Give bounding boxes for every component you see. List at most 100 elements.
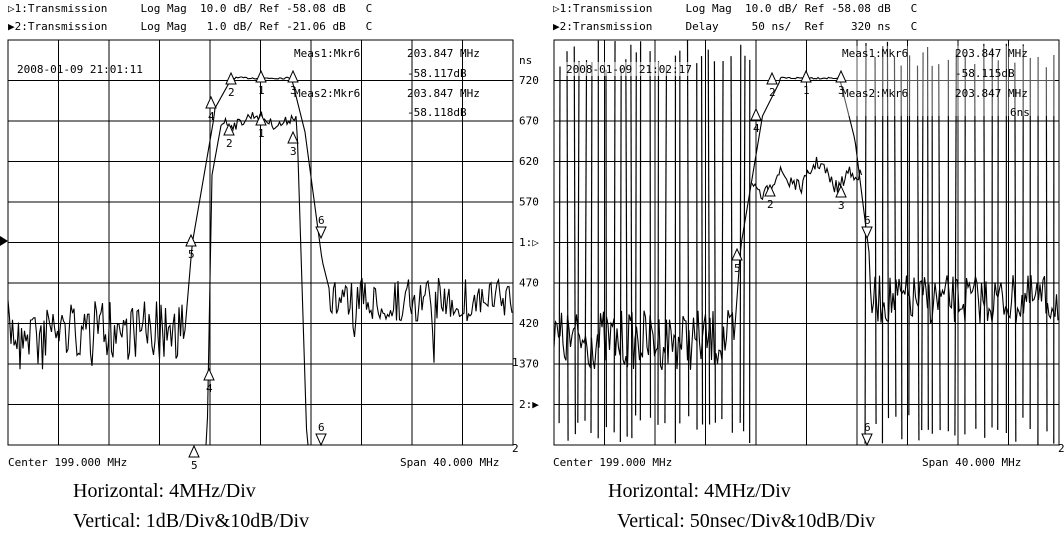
right-delay-spike <box>630 44 633 439</box>
right-meas1-label: Meas1:Mkr6 <box>842 47 908 60</box>
right-timestamp: 2008-01-09 21:02:17 <box>566 63 692 76</box>
right-header-line1: ▷1:Transmission Log Mag 10.0 dB/ Ref -58… <box>553 2 917 15</box>
marker-label: 1 <box>803 84 810 97</box>
marker-triangle-icon <box>861 433 873 447</box>
left-caption-vertical: Vertical: 1dB/Div&10dB/Div <box>73 510 309 532</box>
left-trace-2 <box>8 110 512 446</box>
right-y-tick: 1:▷ <box>519 236 539 249</box>
marker-label: 5 <box>191 459 198 472</box>
marker-triangle-icon <box>315 226 327 240</box>
left-meas1-label: Meas1:Mkr6 <box>294 47 360 60</box>
marker-label: 5 <box>188 248 195 261</box>
left-plot-grid <box>7 39 514 446</box>
marker-label: 1 <box>258 84 265 97</box>
right-delay-spike <box>558 66 561 424</box>
right-delay-spike <box>613 41 616 433</box>
left-footer-span: Span 40.000 MHz <box>400 456 499 469</box>
right-y-tick: 370 <box>519 358 539 371</box>
left-panel: ▷1:Transmission Log Mag 10.0 dB/ Ref -58… <box>0 2 519 532</box>
marker-triangle-icon <box>185 233 197 247</box>
marker-label: 2 <box>769 86 776 99</box>
marker-label: 6 <box>864 421 871 434</box>
right-panel: ▷1:Transmission Log Mag 10.0 dB/ Ref -58… <box>519 2 1064 532</box>
marker-label: 3 <box>838 84 845 97</box>
marker-label: 6 <box>864 214 871 227</box>
right-delay-spike <box>721 61 724 420</box>
marker-triangle-icon <box>255 112 267 126</box>
left-header-line2: ▶2:Transmission Log Mag 1.0 dB/ Ref -21.… <box>8 20 372 33</box>
marker-triangle-icon <box>800 69 812 83</box>
left-meas1-freq: 203.847 MHz <box>407 47 480 60</box>
right-delay-spike <box>742 55 746 432</box>
right-delay-spike <box>983 43 986 438</box>
marker-triangle-icon <box>835 69 847 83</box>
right-y-tick: 420 <box>519 317 539 330</box>
marker-label: 1 <box>258 127 265 140</box>
left-meas2-label: Meas2:Mkr6 <box>294 87 360 100</box>
right-delay-spike <box>954 50 957 436</box>
marker-label: 3 <box>290 84 297 97</box>
marker-label: 6 <box>318 214 325 227</box>
right-delay-spike <box>707 49 711 425</box>
right-meas2-label: Meas2:Mkr6 <box>842 87 908 100</box>
right-delay-spike <box>974 63 977 429</box>
right-meas2-value: 6ns <box>1010 106 1030 119</box>
right-delay-spike <box>997 60 999 430</box>
right-delay-spike <box>1045 67 1048 432</box>
marker-triangle-icon <box>255 69 267 83</box>
marker-label: 3 <box>290 145 297 158</box>
marker-triangle-icon <box>315 433 327 447</box>
right-delay-spikes <box>558 40 1055 445</box>
marker-triangle-icon <box>287 130 299 144</box>
right-y-tick: 670 <box>519 115 539 128</box>
left-footer-2-tag: 2 <box>512 442 519 455</box>
marker-triangle-icon <box>766 71 778 85</box>
marker-triangle-icon <box>287 69 299 83</box>
right-delay-spike <box>664 66 668 424</box>
right-y-tick: 2:▶ <box>519 398 539 411</box>
right-delay-spike <box>625 59 628 437</box>
right-y-tick: 720 <box>519 74 539 87</box>
left-meas1-value: -58.117dB <box>407 67 467 80</box>
marker-triangle-icon <box>835 184 847 198</box>
right-y-unit: ns <box>519 54 532 67</box>
right-delay-spike <box>730 56 733 433</box>
left-footer-1-tag: 1 <box>512 356 519 369</box>
right-delay-spike <box>886 41 890 419</box>
left-ref-arrow-icon <box>0 236 8 246</box>
right-delay-spike <box>573 46 576 435</box>
right-delay-spike <box>566 51 569 441</box>
marker-label: 2 <box>228 86 235 99</box>
left-timestamp: 2008-01-09 21:01:11 <box>17 63 143 76</box>
right-meas1-value: -58.115dB <box>955 67 1015 80</box>
right-y-tick: 620 <box>519 155 539 168</box>
left-header-line1: ▷1:Transmission Log Mag 10.0 dB/ Ref -58… <box>8 2 372 15</box>
left-footer-center: Center 199.000 MHz <box>8 456 127 469</box>
right-delay-spike <box>908 55 911 416</box>
right-delay-spike <box>900 65 903 440</box>
right-overlay-labels: 2008-01-09 21:02:17 Meas1:Mkr6 203.847 M… <box>566 46 1055 119</box>
right-y-tick: 570 <box>519 196 539 209</box>
right-caption-horizontal: Horizontal: 4MHz/Div <box>608 480 791 502</box>
right-y-tick: 470 <box>519 277 539 290</box>
marker-triangle-icon <box>750 107 762 121</box>
marker-triangle-icon <box>205 95 217 109</box>
marker-label: 5 <box>734 262 741 275</box>
marker-label: 4 <box>753 122 760 135</box>
marker-triangle-icon <box>223 122 235 136</box>
right-delay-spike <box>686 40 690 417</box>
left-meas2-value: -58.118dB <box>407 106 467 119</box>
marker-label: 2 <box>226 137 233 150</box>
right-delay-spike <box>921 52 924 431</box>
right-delay-spike <box>739 44 742 423</box>
marker-label: 3 <box>838 199 845 212</box>
marker-label: 4 <box>208 110 215 123</box>
right-delay-spike <box>577 61 580 423</box>
right-delay-spike <box>635 52 637 416</box>
right-markers: 2 1 3 4 5 2 3 6 6 <box>731 69 873 447</box>
right-footer-span: Span 40.000 MHz <box>922 456 1021 469</box>
right-delay-spike <box>864 43 867 444</box>
right-caption-vertical: Vertical: 50nsec/Div&10dB/Div <box>617 510 875 532</box>
right-delay-spike <box>700 56 704 425</box>
